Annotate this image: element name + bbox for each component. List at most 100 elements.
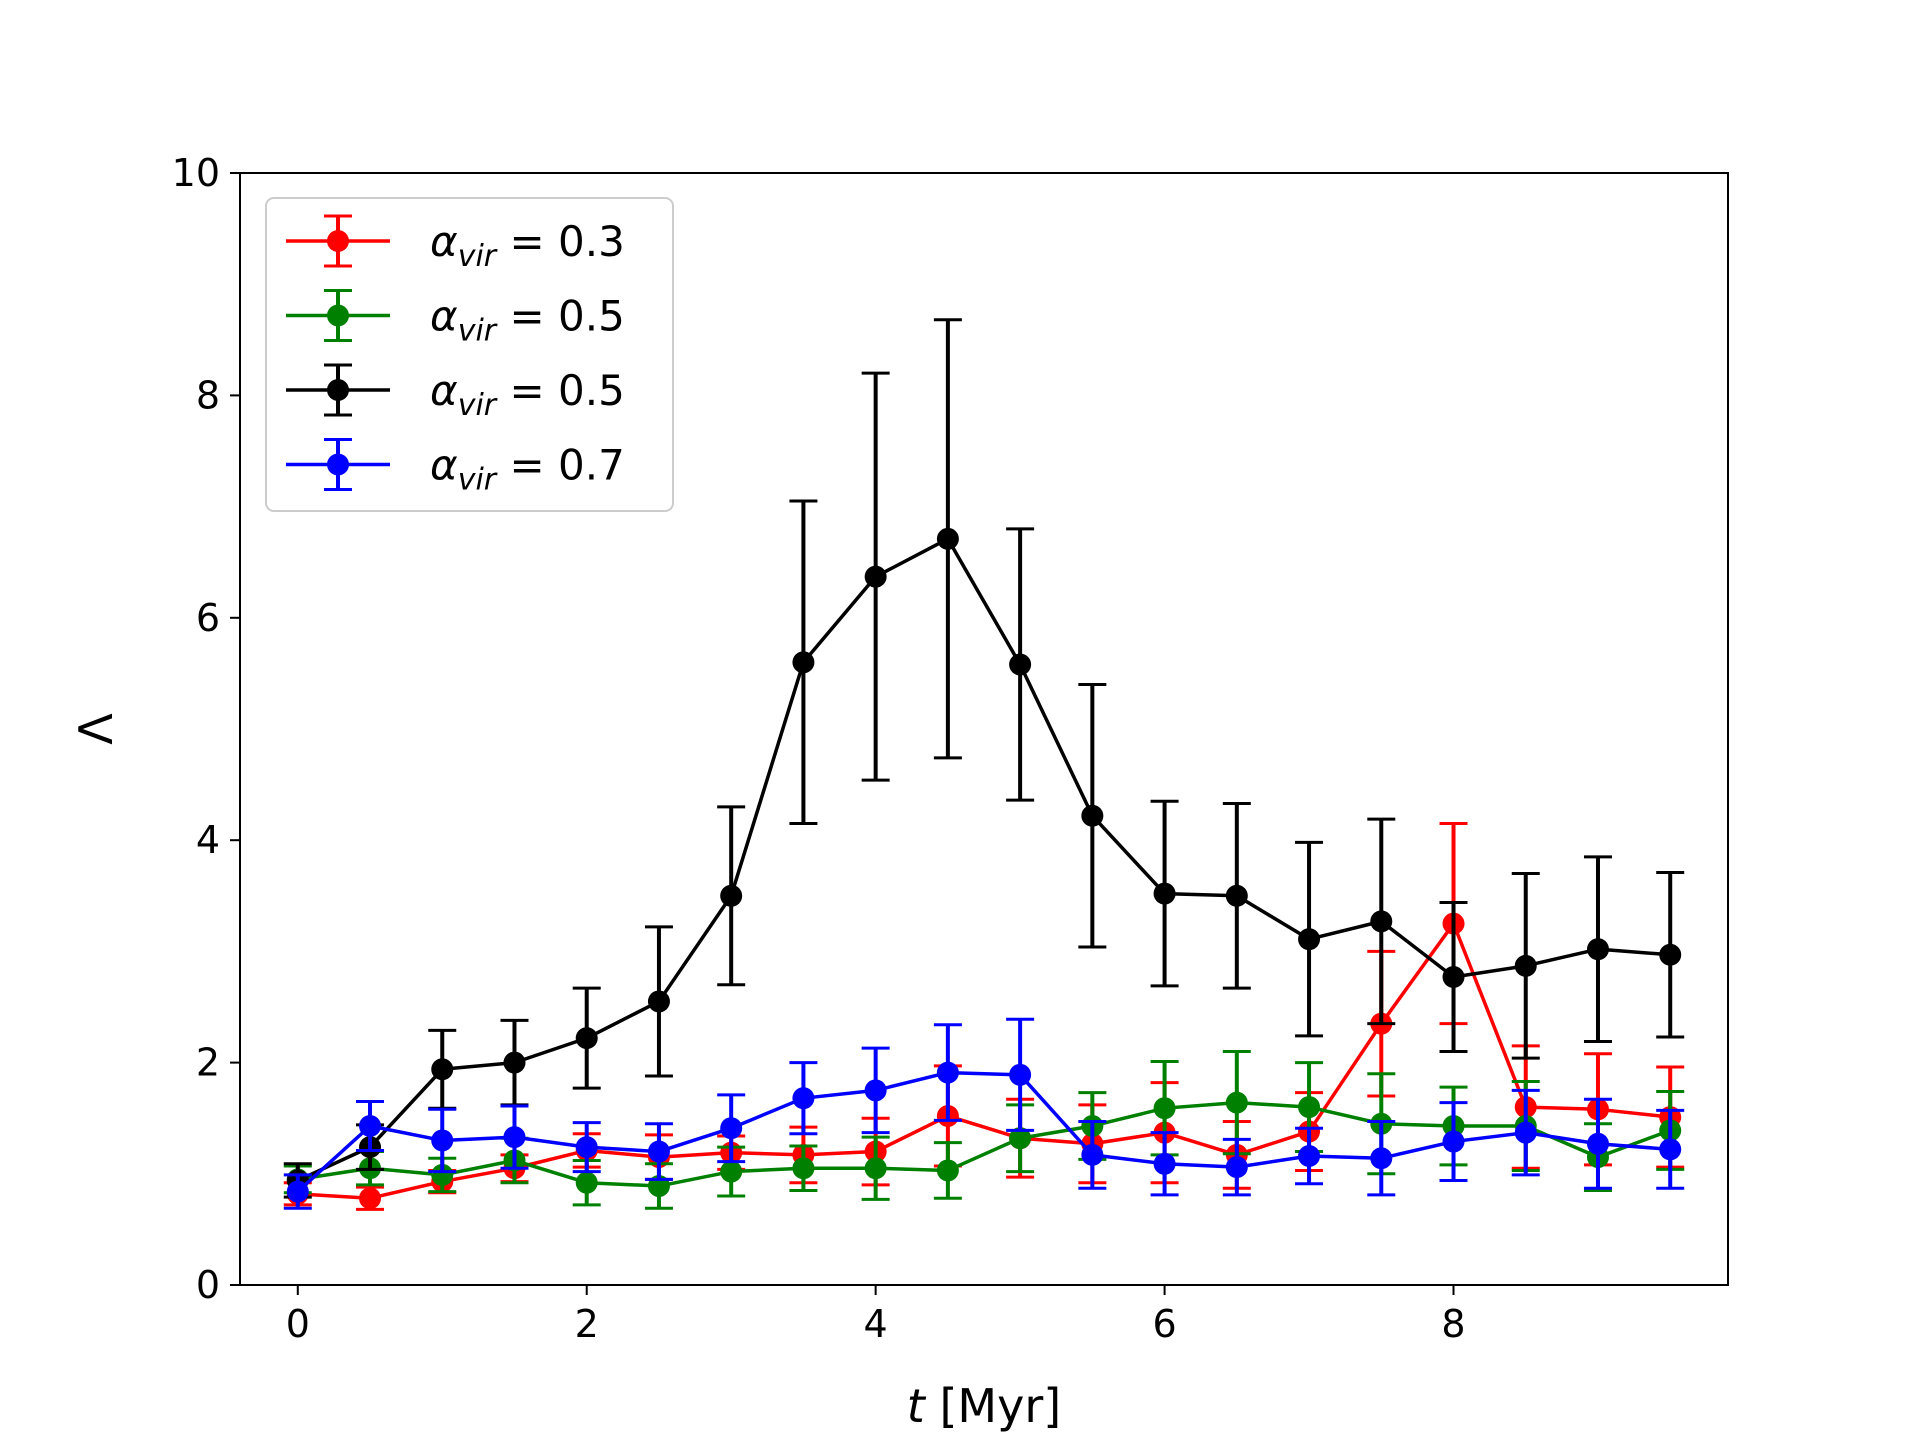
data-point <box>1009 1063 1032 1086</box>
series-line <box>297 1100 1671 1188</box>
data-point <box>1514 954 1537 977</box>
data-point <box>1370 1147 1393 1170</box>
data-point <box>720 1160 743 1183</box>
data-point <box>1153 882 1176 905</box>
data-point <box>1225 1156 1248 1179</box>
x-axis-label: t [Myr] <box>907 1379 1061 1433</box>
data-point <box>575 1136 598 1159</box>
data-point <box>1659 943 1682 966</box>
data-point <box>1586 1132 1609 1155</box>
data-point <box>936 527 959 550</box>
x-axis-label-unit: [Myr] <box>925 1379 1061 1433</box>
data-point <box>431 1058 454 1081</box>
data-point <box>720 884 743 907</box>
data-point <box>1081 804 1104 827</box>
legend-label-subscript: vir <box>458 314 498 349</box>
plot-frame <box>239 172 1729 1286</box>
data-point <box>792 1157 815 1180</box>
y-axis: 0 2 4 6 8 10 <box>172 151 240 1307</box>
data-point <box>1298 1096 1321 1119</box>
data-point <box>647 1140 670 1163</box>
y-tick-label: 2 <box>196 1041 220 1085</box>
data-point <box>1225 884 1248 907</box>
data-point <box>1442 965 1465 988</box>
y-axis-label: Λ <box>69 713 123 745</box>
data-point <box>647 990 670 1013</box>
plot-marks <box>283 318 1685 1211</box>
data-point <box>359 1187 382 1210</box>
legend-label-subscript: vir <box>458 463 498 498</box>
legend-marker <box>327 379 349 401</box>
data-point <box>431 1163 454 1186</box>
x-tick-label: 8 <box>1441 1302 1465 1346</box>
data-point <box>1081 1143 1104 1166</box>
data-point <box>936 1061 959 1084</box>
legend-label: αvir = 0.3 <box>430 217 625 274</box>
data-point <box>431 1129 454 1152</box>
legend-marker <box>327 453 349 476</box>
series-line <box>297 537 1671 1183</box>
legend-label-value: = 0.5 <box>496 292 625 341</box>
legend-marker <box>327 230 349 252</box>
data-point <box>503 1126 526 1149</box>
legend-marker <box>327 304 349 327</box>
x-tick-label: 4 <box>864 1302 888 1346</box>
legend-label: αvir = 0.7 <box>430 441 625 498</box>
data-point <box>936 1159 959 1182</box>
data-point <box>575 1171 598 1194</box>
data-point <box>792 1087 815 1110</box>
legend-label-value: = 0.7 <box>496 441 625 490</box>
legend-label-symbol: α <box>430 441 458 490</box>
legend-label: αvir = 0.5 <box>430 292 625 349</box>
legend-label: αvir = 0.5 <box>430 366 625 423</box>
legend-label-value: = 0.5 <box>496 366 625 415</box>
data-point <box>1659 1138 1682 1161</box>
legend-label-symbol: α <box>430 366 458 415</box>
legend-entry: αvir = 0.5 <box>286 363 625 423</box>
series-line <box>296 1070 1671 1193</box>
x-axis: 0 2 4 6 8 <box>286 1285 1466 1346</box>
y-tick-label: 10 <box>172 151 220 195</box>
x-tick-label: 2 <box>575 1302 599 1346</box>
data-point <box>503 1051 526 1074</box>
data-point <box>792 651 815 674</box>
data-point <box>864 1079 887 1102</box>
data-point <box>1298 928 1321 951</box>
data-point <box>286 1180 309 1203</box>
data-point <box>1153 1152 1176 1175</box>
legend-label-symbol: α <box>430 217 458 266</box>
y-tick-label: 0 <box>196 1263 220 1307</box>
data-point <box>1153 1097 1176 1120</box>
data-point <box>359 1114 382 1137</box>
legend-entry: αvir = 0.5 <box>286 289 625 349</box>
data-point <box>1370 910 1393 933</box>
y-tick-label: 6 <box>196 596 220 640</box>
legend-entry: αvir = 0.7 <box>286 438 625 498</box>
data-point <box>1009 653 1032 676</box>
legend-label-subscript: vir <box>458 388 498 423</box>
data-point <box>864 1157 887 1180</box>
data-point <box>1442 1130 1465 1153</box>
series-3 <box>283 1017 1685 1210</box>
data-point <box>864 565 887 588</box>
data-point <box>1009 1127 1032 1150</box>
data-point <box>1298 1145 1321 1168</box>
data-point <box>720 1117 743 1140</box>
data-point <box>1586 938 1609 961</box>
data-point <box>575 1027 598 1050</box>
legend-label-value: = 0.3 <box>496 217 625 266</box>
legend-entry: αvir = 0.3 <box>286 214 625 274</box>
legend-label-symbol: α <box>430 292 458 341</box>
x-tick-label: 0 <box>286 1302 310 1346</box>
y-tick-label: 4 <box>196 818 220 862</box>
x-tick-label: 6 <box>1152 1302 1176 1346</box>
legend-label-subscript: vir <box>458 239 498 274</box>
y-tick-label: 8 <box>196 373 220 417</box>
legend-box <box>265 197 674 512</box>
data-point <box>1514 1121 1537 1144</box>
data-point <box>1225 1091 1248 1114</box>
x-axis-label-variable: t <box>907 1379 927 1433</box>
